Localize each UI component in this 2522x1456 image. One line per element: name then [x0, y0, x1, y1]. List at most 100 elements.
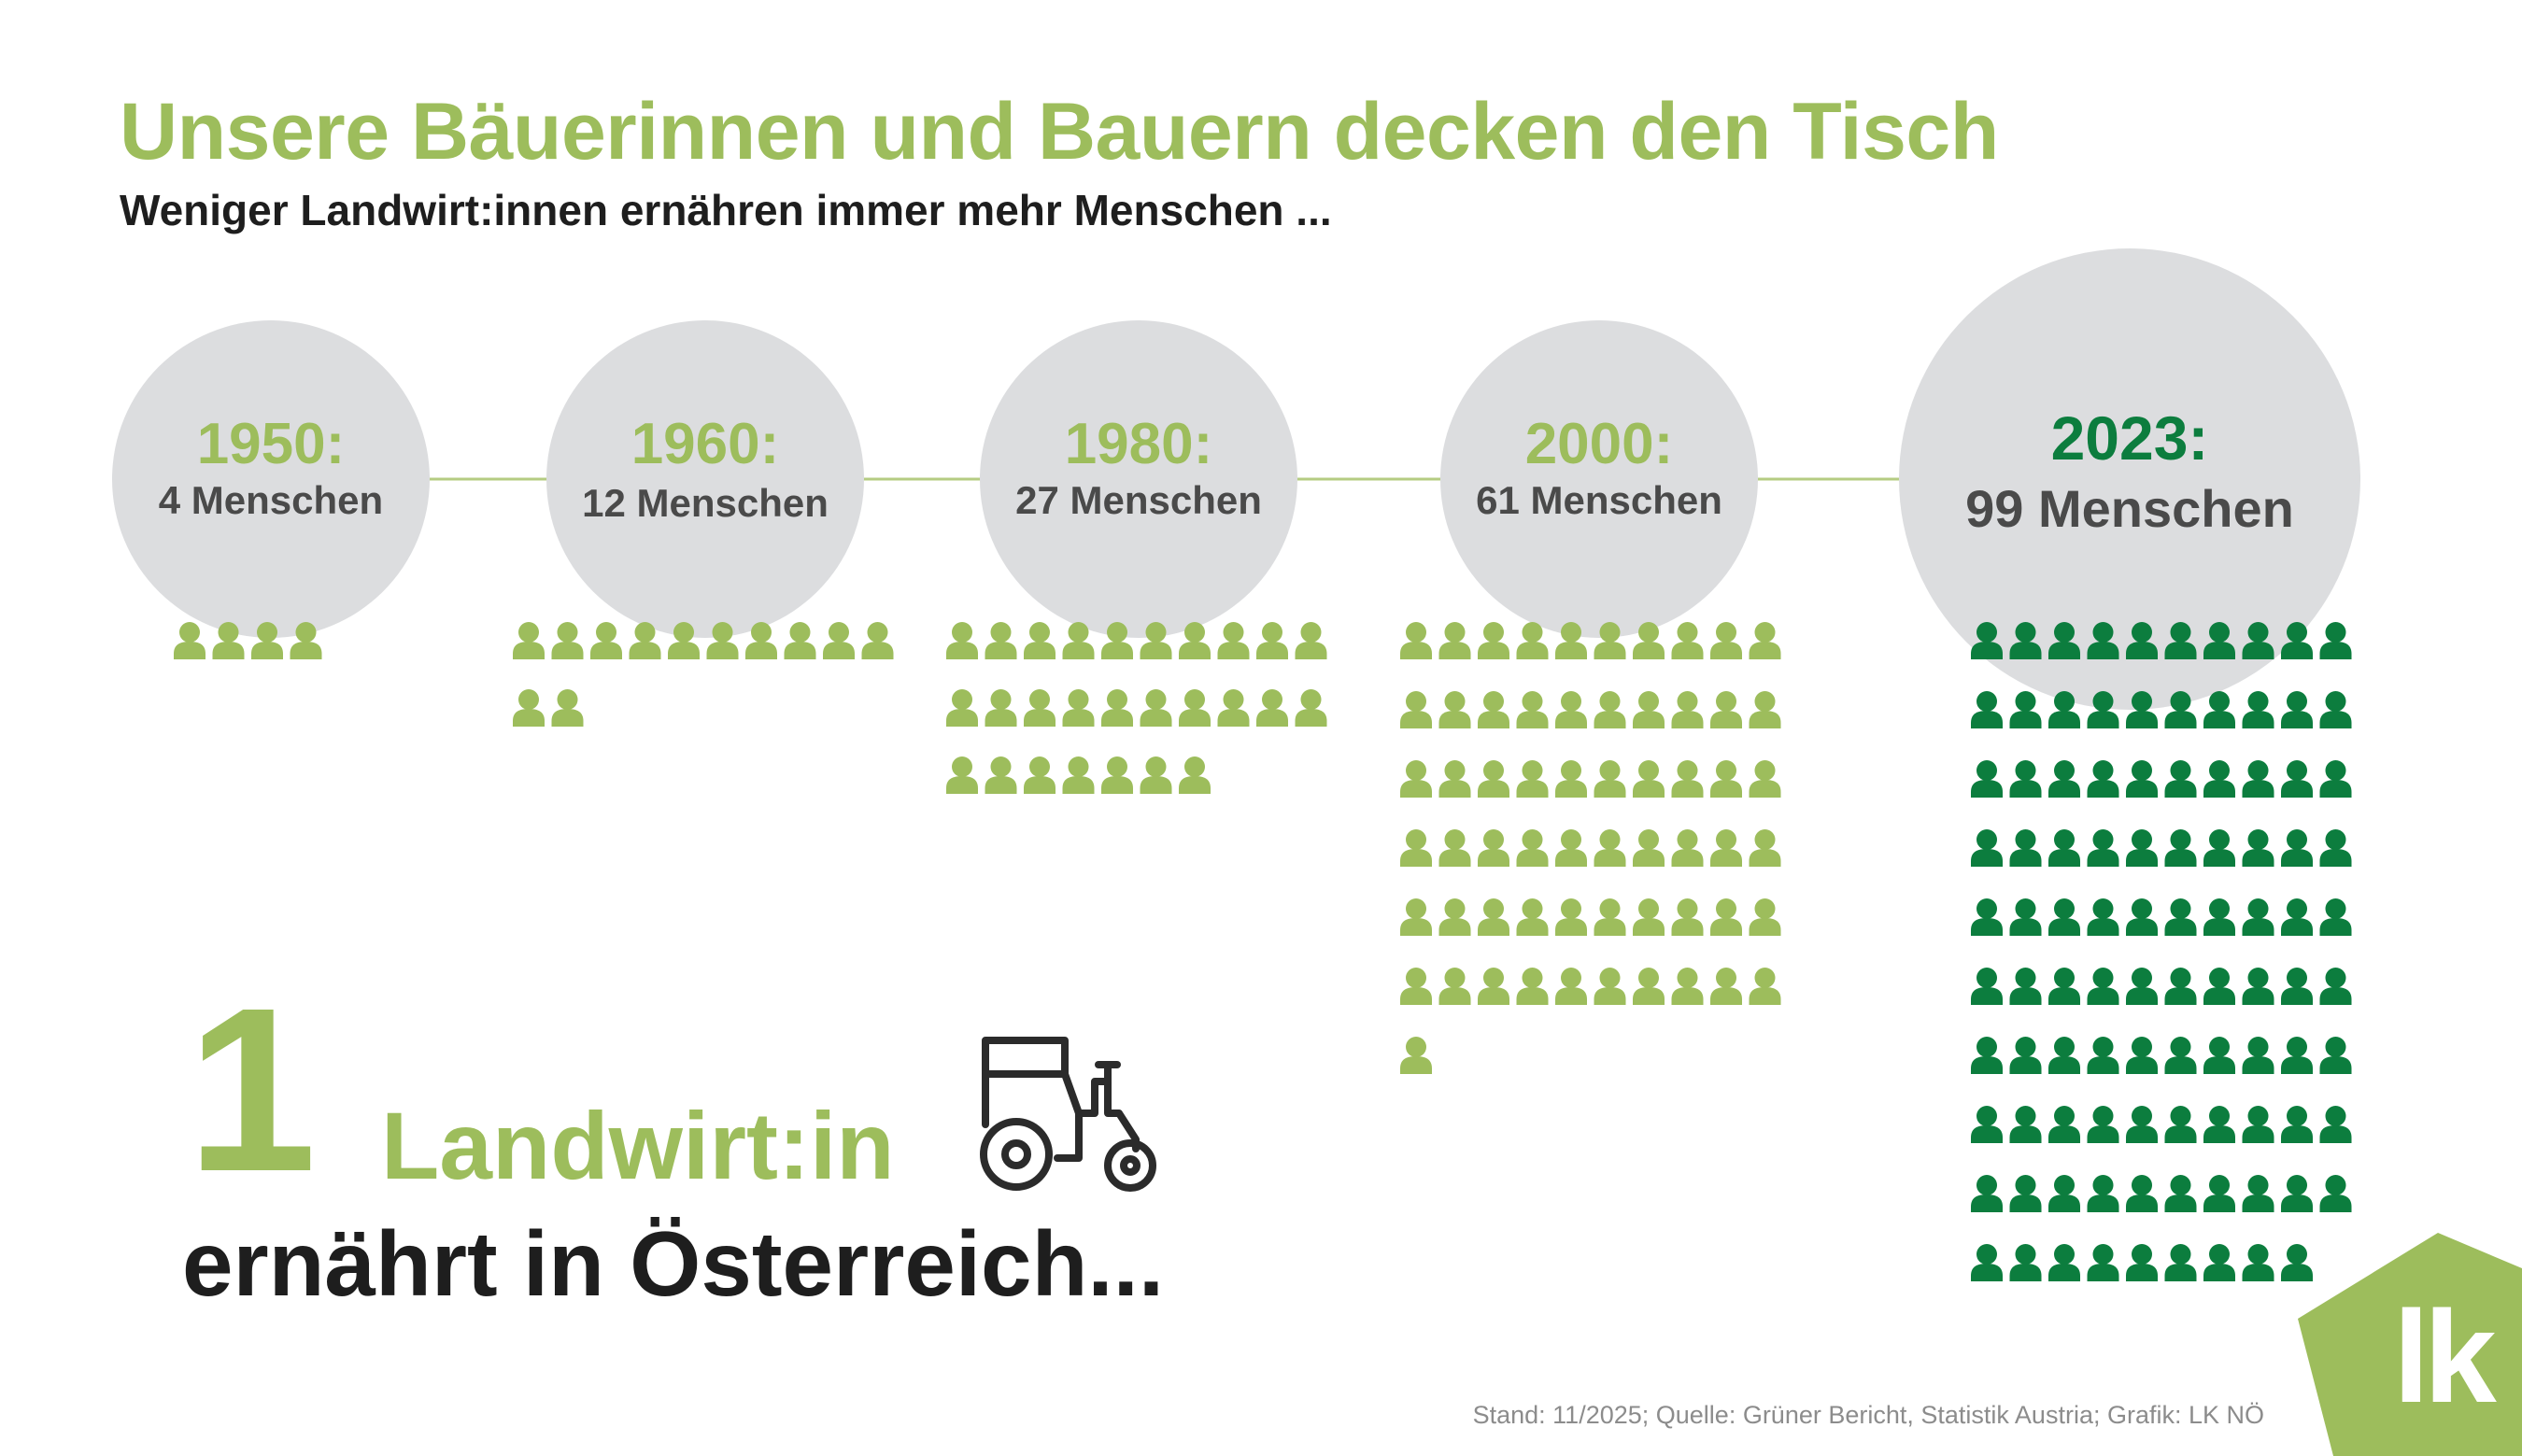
person-icon — [2203, 622, 2235, 659]
person-icon — [1633, 622, 1665, 659]
person-icon — [2164, 691, 2197, 728]
person-icon — [1555, 622, 1587, 659]
person-icon — [1024, 689, 1056, 727]
person-icon — [1749, 968, 1781, 1005]
person-icon — [1478, 622, 1509, 659]
person-icon — [1256, 622, 1288, 659]
person-icon — [784, 622, 816, 659]
year-label: 1950: — [197, 412, 346, 476]
person-icon — [861, 622, 894, 659]
person-icon — [2203, 968, 2235, 1005]
year-label: 1960: — [631, 412, 780, 476]
person-icon — [2087, 968, 2119, 1005]
person-icon — [2009, 968, 2042, 1005]
person-icon — [1710, 622, 1742, 659]
person-icon — [2242, 1175, 2274, 1212]
person-icon — [212, 622, 245, 659]
person-icon — [745, 622, 777, 659]
person-icon — [2242, 622, 2274, 659]
person-icon — [1024, 622, 1056, 659]
person-icon — [1062, 622, 1095, 659]
person-icon — [946, 622, 978, 659]
person-icon — [1295, 622, 1327, 659]
person-icon — [513, 622, 545, 659]
person-icon — [1971, 1175, 2003, 1212]
person-icon — [2087, 622, 2119, 659]
person-icon — [2242, 1106, 2274, 1143]
person-icon — [1671, 760, 1704, 798]
person-icon — [1633, 691, 1665, 728]
value-label: 27 Menschen — [1015, 478, 1262, 522]
person-icon — [1438, 898, 1471, 936]
person-icon — [2126, 760, 2158, 798]
person-icon — [1555, 829, 1587, 867]
person-icon — [1671, 691, 1704, 728]
person-icon — [1971, 968, 2003, 1005]
person-icon — [1749, 829, 1781, 867]
person-icon — [2319, 1037, 2352, 1074]
tractor-icon — [980, 1037, 1156, 1192]
person-icon — [2281, 691, 2313, 728]
source-note: Stand: 11/2025; Quelle: Grüner Bericht, … — [1472, 1401, 2264, 1429]
person-icon — [2319, 622, 2352, 659]
headline-feeds: ernährt in Österreich... — [182, 1212, 1165, 1315]
person-icon — [2281, 760, 2313, 798]
person-icon — [1971, 1037, 2003, 1074]
person-icon — [551, 622, 584, 659]
person-icon — [1217, 689, 1250, 727]
year-label: 2000: — [1525, 412, 1674, 476]
person-icon — [1671, 968, 1704, 1005]
person-icon — [2048, 968, 2080, 1005]
person-icon — [2126, 691, 2158, 728]
person-icon — [2203, 760, 2235, 798]
person-icon — [2281, 1037, 2313, 1074]
person-icon — [1710, 829, 1742, 867]
person-icon — [1710, 691, 1742, 728]
person-icon — [2087, 1106, 2119, 1143]
person-icon — [1633, 968, 1665, 1005]
person-icon — [1400, 1037, 1432, 1074]
person-icon — [2319, 898, 2352, 936]
person-icon — [2009, 1106, 2042, 1143]
person-icon — [1478, 760, 1509, 798]
year-circle-1980 — [980, 320, 1297, 638]
person-icon — [2319, 1175, 2352, 1212]
person-icon — [1971, 829, 2003, 867]
person-icon — [2048, 1244, 2080, 1281]
person-icon — [2126, 1175, 2158, 1212]
person-icon — [2164, 1175, 2197, 1212]
person-icon — [2164, 898, 2197, 936]
person-icon — [1749, 622, 1781, 659]
person-icon — [2242, 829, 2274, 867]
person-icon — [2048, 1106, 2080, 1143]
person-icon — [1749, 691, 1781, 728]
person-icon — [2009, 1175, 2042, 1212]
person-icon — [2126, 898, 2158, 936]
person-icon — [2087, 691, 2119, 728]
lk-logo-text: lk — [2393, 1283, 2497, 1430]
person-icon — [2164, 968, 2197, 1005]
value-label: 12 Menschen — [582, 481, 829, 525]
person-icon — [1400, 691, 1432, 728]
person-icon — [2281, 1244, 2313, 1281]
person-icon — [1478, 968, 1509, 1005]
person-icon — [2164, 760, 2197, 798]
person-icon — [1710, 898, 1742, 936]
year-label: 2023: — [2051, 403, 2209, 473]
person-icon — [1594, 898, 1626, 936]
person-icon — [629, 622, 661, 659]
person-icon — [2126, 1244, 2158, 1281]
person-icon — [2319, 968, 2352, 1005]
person-icon — [1400, 829, 1432, 867]
person-icon — [1971, 898, 2003, 936]
person-icon — [1179, 622, 1211, 659]
person-icon — [174, 622, 205, 659]
person-icon — [1516, 691, 1549, 728]
person-icon — [2009, 1037, 2042, 1074]
person-icon — [2009, 898, 2042, 936]
person-icon — [1516, 622, 1549, 659]
person-icon — [1633, 829, 1665, 867]
person-icon — [1671, 898, 1704, 936]
person-icon — [2203, 829, 2235, 867]
